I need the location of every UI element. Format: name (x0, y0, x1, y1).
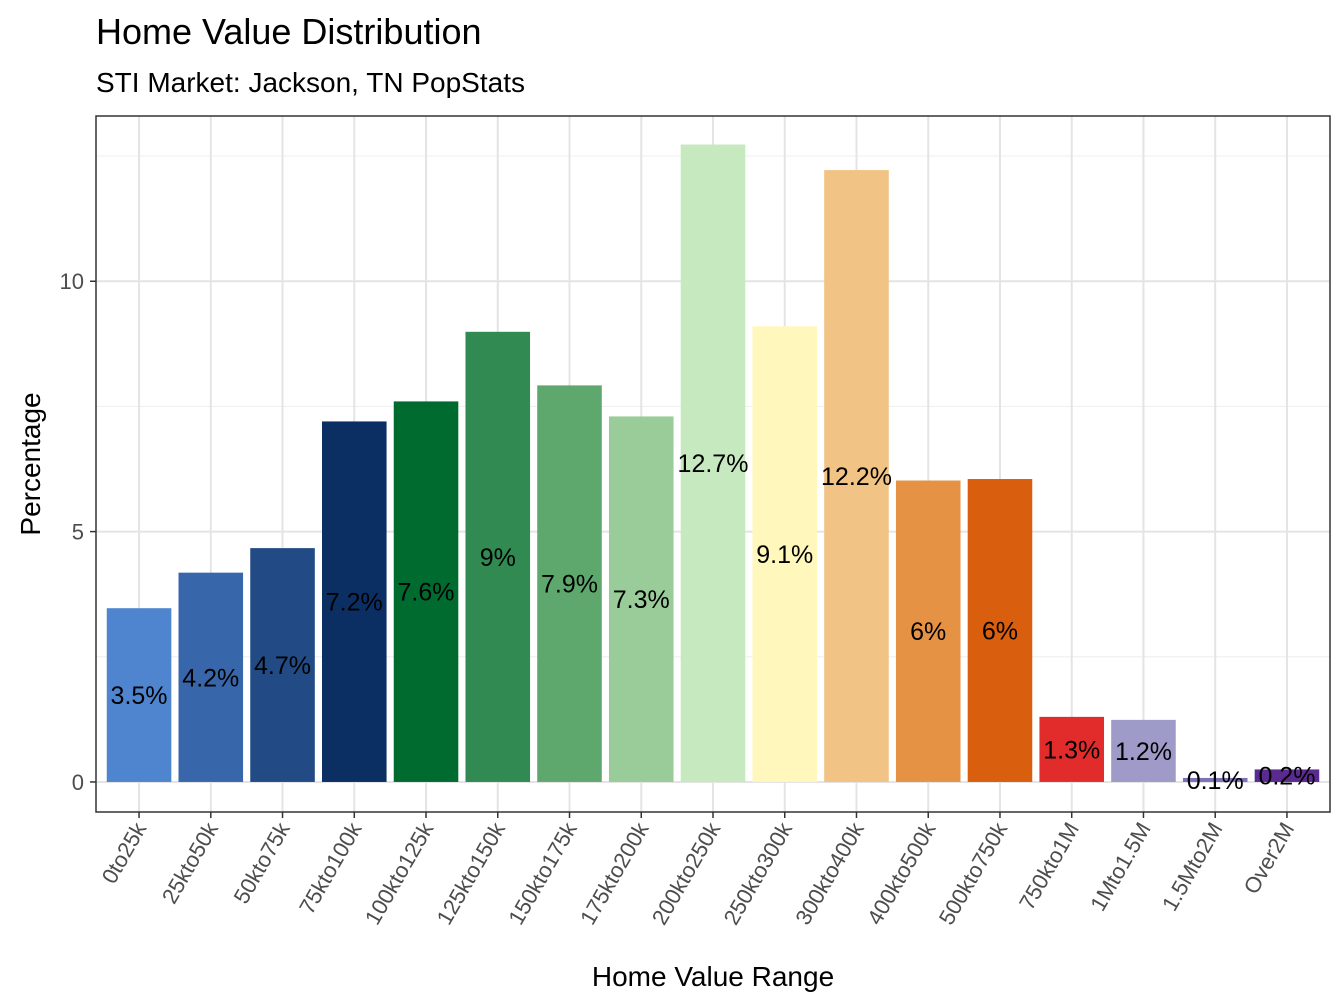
x-axis-title: Home Value Range (592, 961, 834, 992)
chart-subtitle: STI Market: Jackson, TN PopStats (96, 67, 525, 98)
bar-200kto250k (680, 144, 746, 782)
x-tick-label: 200kto250k (647, 817, 726, 929)
x-tick-label: 250kto300k (719, 817, 798, 929)
data-label-50kto75k: 4.7% (254, 652, 311, 680)
data-label-1.5Mto2M: 0.1% (1187, 767, 1244, 795)
y-axis-title: Percentage (15, 392, 46, 535)
data-labels: 3.5% 4.2% 4.7% 7.2% 7.6% 9% 7.9% 7.3% 12.7% 9.1% 1… (111, 450, 1316, 795)
bar-Over2M (1254, 769, 1320, 782)
x-tick-label: 1.5Mto2M (1157, 818, 1228, 915)
x-tick-label: 175kto200k (575, 817, 654, 929)
bar-250kto300k (752, 326, 818, 782)
y-axis: 0 5 10 (60, 269, 96, 795)
bar-175kto200k (608, 416, 674, 782)
bar-125kto150k (465, 331, 531, 782)
x-tick-label: 75kto100k (294, 817, 367, 918)
bar-500kto750k (967, 479, 1033, 782)
bar-100kto125k (393, 401, 459, 782)
data-label-0to25k: 3.5% (111, 682, 168, 710)
data-label-25kto50k: 4.2% (182, 664, 239, 692)
data-label-125kto150k: 9% (480, 544, 516, 572)
data-label-250kto300k: 9.1% (756, 541, 813, 569)
x-tick-label: 50kto75k (229, 817, 296, 908)
data-label-Over2M: 0.2% (1258, 763, 1315, 791)
bar-300kto400k (824, 170, 889, 782)
bar-400kto500k (895, 480, 961, 782)
x-tick-label: Over2M (1239, 818, 1300, 898)
x-tick-label: 125kto150k (432, 817, 511, 929)
data-label-75kto100k: 7.2% (326, 589, 383, 617)
x-axis: 0to25k 25kto50k 50kto75k 75kto100k100kto125… (97, 812, 1300, 929)
data-label-300kto400k: 12.2% (821, 463, 892, 491)
bar-25kto50k (178, 572, 244, 782)
y-tick-label: 10 (60, 269, 84, 294)
data-label-750kto1M: 1.3% (1043, 736, 1100, 764)
x-tick-label: 400kto500k (862, 817, 941, 929)
bar-75kto100k (321, 421, 387, 782)
x-tick-label: 1Mto1.5M (1085, 818, 1156, 915)
x-tick-label: 25kto50k (157, 817, 224, 908)
data-label-175kto200k: 7.3% (613, 586, 670, 614)
bar-50kto75k (250, 548, 315, 782)
data-label-1Mto1.5M: 1.2% (1115, 738, 1172, 766)
data-label-100kto125k: 7.6% (398, 579, 455, 607)
y-tick-label: 5 (72, 520, 84, 545)
x-tick-label: 500kto750k (934, 817, 1013, 929)
data-label-200kto250k: 12.7% (678, 450, 749, 478)
x-tick-label: 300kto400k (790, 817, 869, 929)
bar-1Mto1.5M (1111, 719, 1176, 782)
x-tick-label: 0to25k (97, 817, 152, 888)
bar-150kto175k (537, 385, 602, 782)
bar-1.5Mto2M (1182, 777, 1248, 782)
x-tick-label: 100kto125k (360, 817, 439, 929)
chart-title: Home Value Distribution (96, 11, 482, 52)
bar-0to25k (106, 608, 172, 782)
bars (106, 144, 1320, 782)
x-tick-label: 750kto1M (1014, 818, 1084, 914)
data-label-500kto750k: 6% (982, 617, 1018, 645)
bar-750kto1M (1039, 716, 1105, 782)
data-label-150kto175k: 7.9% (541, 571, 598, 599)
y-tick-label: 0 (72, 770, 84, 795)
data-label-400kto500k: 6% (910, 618, 946, 646)
x-tick-label: 150kto175k (503, 817, 582, 929)
